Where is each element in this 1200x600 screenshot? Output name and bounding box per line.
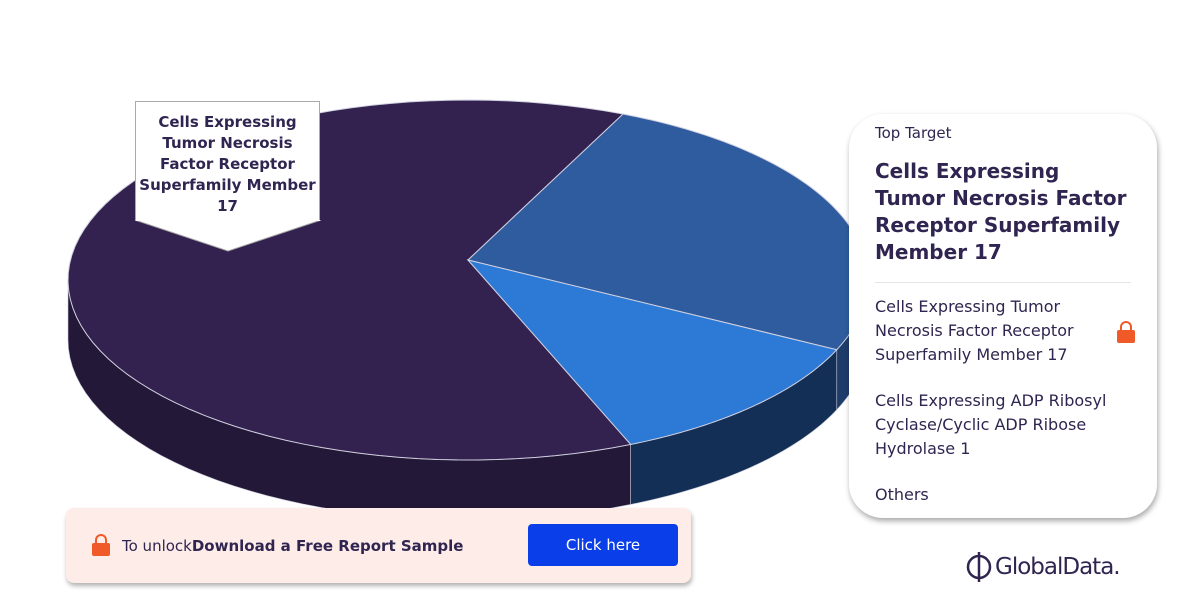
legend-item: Cells Expressing Tumor Necrosis Factor R… <box>875 295 1135 367</box>
card-label: Top Target <box>875 124 952 142</box>
unlock-banner: To unlockDownload a Free Report Sample C… <box>66 508 691 583</box>
globaldata-logo-icon <box>966 552 992 582</box>
legend-item: Cells Expressing ADP Ribosyl Cyclase/Cyc… <box>875 391 1107 458</box>
download-sample-link[interactable]: Download a Free Report Sample <box>191 536 464 555</box>
lock-icon[interactable] <box>1117 321 1135 343</box>
globaldata-logo: GlobalData. <box>965 550 1121 584</box>
callout-text: Cells Expressing Tumor Necrosis Factor R… <box>139 113 316 215</box>
callout-pointer <box>134 220 322 252</box>
banner-prefix: To unlock <box>122 536 192 555</box>
top-target-card: Top Target Cells Expressing Tumor Necros… <box>849 114 1157 518</box>
pie-slice-2[interactable] <box>466 259 838 445</box>
lock-icon <box>92 533 110 558</box>
legend-item: Others <box>875 485 929 504</box>
top-target-name: Cells Expressing Tumor Necrosis Factor R… <box>875 158 1131 283</box>
click-here-button[interactable]: Click here <box>528 524 678 566</box>
pie-callout: Cells Expressing Tumor Necrosis Factor R… <box>135 101 320 221</box>
